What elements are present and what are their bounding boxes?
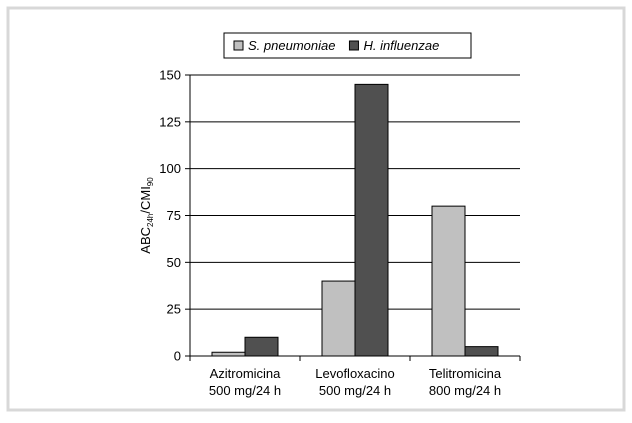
x-tick-label-line: Levofloxacino	[315, 366, 395, 381]
x-tick-label-line: 500 mg/24 h	[319, 383, 391, 398]
x-tick-label: Azitromicina 500 mg/24 h	[209, 366, 281, 398]
y-tick-label: 75	[167, 208, 181, 223]
y-tick-label: 0	[174, 349, 181, 364]
bar	[464, 346, 499, 357]
legend-swatch	[233, 40, 244, 51]
x-tick-label-line: 800 mg/24 h	[429, 383, 501, 398]
y-axis-label-sub: 24h	[146, 214, 155, 227]
y-axis-label: ABC24h/CMI90	[138, 177, 155, 254]
bar	[244, 336, 279, 357]
y-tick-label: 125	[159, 114, 181, 129]
y-tick-label: 25	[167, 302, 181, 317]
legend-box	[223, 32, 472, 59]
x-tick-label: Telitromicina 800 mg/24 h	[429, 366, 502, 398]
bar	[354, 83, 389, 357]
legend-label: H. influenzae	[363, 38, 439, 53]
x-tick-label: Levofloxacino 500 mg/24 h	[315, 366, 395, 398]
x-tick-label-line: Azitromicina	[210, 366, 282, 381]
x-tick-label-line: Telitromicina	[429, 366, 502, 381]
y-axis-label-part: ABC	[138, 227, 153, 254]
frame	[6, 6, 626, 412]
y-tick-label: 150	[159, 68, 181, 83]
y-axis-label-sub: 90	[146, 177, 155, 186]
bar	[321, 280, 356, 357]
bar	[431, 205, 466, 357]
y-tick-label: 50	[167, 255, 181, 270]
x-tick-label-line: 500 mg/24 h	[209, 383, 281, 398]
y-axis-label-part: /CMI	[138, 186, 153, 213]
legend-label: S. pneumoniae	[248, 38, 335, 53]
legend-swatch	[348, 40, 359, 51]
y-tick-label: 100	[159, 161, 181, 176]
bar	[211, 351, 246, 357]
